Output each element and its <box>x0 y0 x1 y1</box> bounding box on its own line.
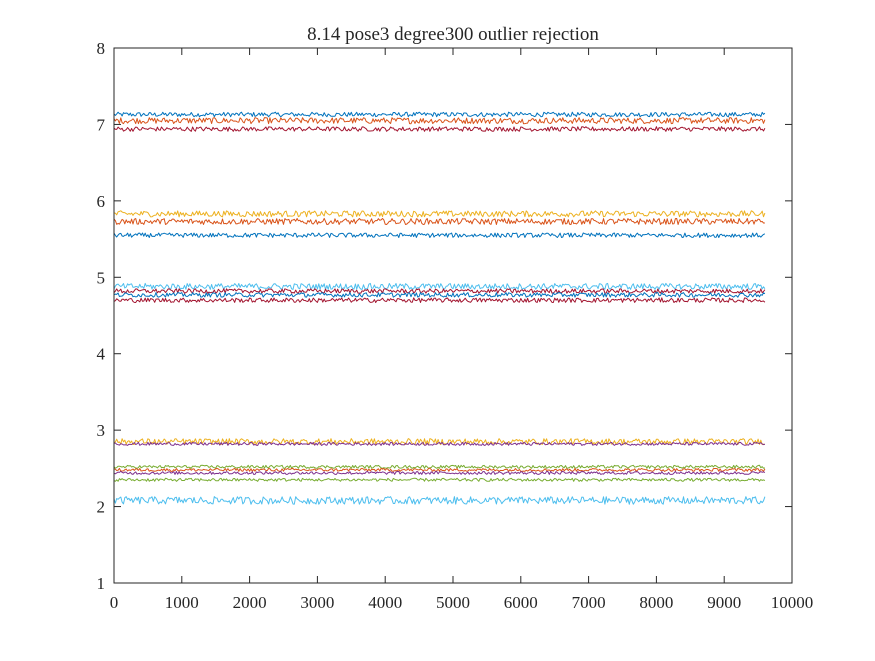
series-line-5 <box>113 217 765 225</box>
x-tick-label: 8000 <box>639 593 673 612</box>
series-line-13 <box>113 464 766 469</box>
y-tick-label: 2 <box>97 498 106 517</box>
y-tick-label: 5 <box>97 268 106 287</box>
x-tick-label: 10000 <box>771 593 814 612</box>
series-line-9 <box>113 292 766 298</box>
y-tick-label: 6 <box>97 192 106 211</box>
axes-layer: 0 1000 2000 3000 4000 5000 6000 7000 8000 9000 100… <box>97 39 814 612</box>
series-line-16 <box>113 477 766 482</box>
series-line-7 <box>113 282 766 290</box>
series-layer <box>113 111 766 505</box>
x-tick-label: 0 <box>110 593 119 612</box>
chart-title: 8.14 pose3 degree300 outlier rejection <box>307 24 599 45</box>
series-line-2 <box>113 117 766 125</box>
series-line-12 <box>113 441 766 446</box>
series-line-15 <box>113 470 766 475</box>
series-line-17 <box>113 496 766 505</box>
y-tick-label: 4 <box>97 345 106 364</box>
y-tick-label: 1 <box>97 574 106 593</box>
x-tick-label: 2000 <box>233 593 267 612</box>
series-line-14 <box>113 467 766 472</box>
x-tick-label: 9000 <box>707 593 741 612</box>
x-tick-label: 5000 <box>436 593 470 612</box>
x-tick-label: 4000 <box>368 593 402 612</box>
y-tick-label: 7 <box>97 115 106 134</box>
series-line-4 <box>113 210 766 218</box>
y-tick-label: 3 <box>97 421 106 440</box>
series-line-10 <box>113 297 766 303</box>
x-tick-label: 1000 <box>165 593 199 612</box>
y-tick-label: 8 <box>97 39 106 58</box>
series-line-3 <box>113 126 766 132</box>
series-line-8 <box>113 288 766 294</box>
x-tick-label: 3000 <box>300 593 334 612</box>
series-line-1 <box>113 111 766 118</box>
x-tick-label: 7000 <box>572 593 606 612</box>
x-tick-label: 6000 <box>504 593 538 612</box>
series-line-6 <box>113 232 766 238</box>
